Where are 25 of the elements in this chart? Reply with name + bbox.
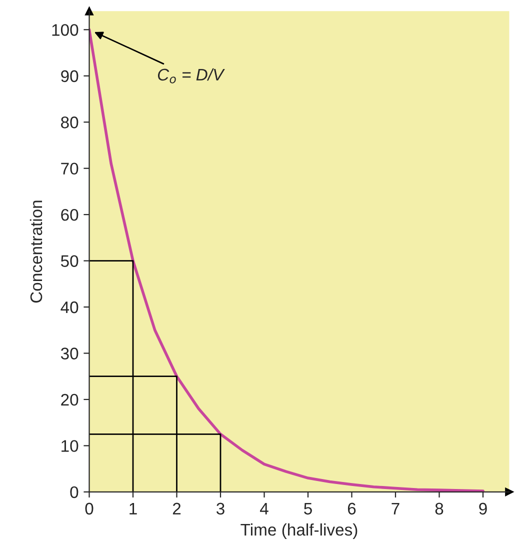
x-tick-label: 3 [216, 502, 224, 515]
y-tick-label: 100 [52, 24, 78, 36]
x-tick-label: 5 [304, 502, 312, 515]
x-tick-label: 4 [260, 502, 268, 514]
x-axis-title: Time (half-lives) [240, 523, 358, 539]
y-tick-label: 90 [61, 70, 78, 82]
y-tick-label: 10 [62, 440, 78, 452]
x-tick-label: 2 [172, 502, 181, 514]
x-tick-label: 0 [85, 502, 94, 515]
y-tick-label: 30 [60, 348, 78, 360]
y-axis-title: Concentration [30, 200, 42, 303]
x-tick-label: 7 [392, 502, 400, 514]
y-tick-label: 60 [61, 208, 78, 221]
y-tick-label: 50 [60, 255, 78, 267]
x-tick-label: 6 [348, 502, 356, 515]
y-tick-label: 40 [60, 301, 78, 314]
y-tick-label: 20 [61, 394, 78, 406]
x-tick-label: 8 [435, 502, 444, 515]
x-tick-label: 9 [479, 502, 487, 515]
y-tick-label: 0 [70, 486, 78, 498]
x-tick-label: 1 [130, 502, 137, 514]
y-tick-label: 70 [61, 162, 78, 175]
y-tick-label: 80 [61, 116, 78, 128]
annotation: C$_{o}$ = D/V [158, 68, 225, 84]
line-series [89, 28, 484, 492]
